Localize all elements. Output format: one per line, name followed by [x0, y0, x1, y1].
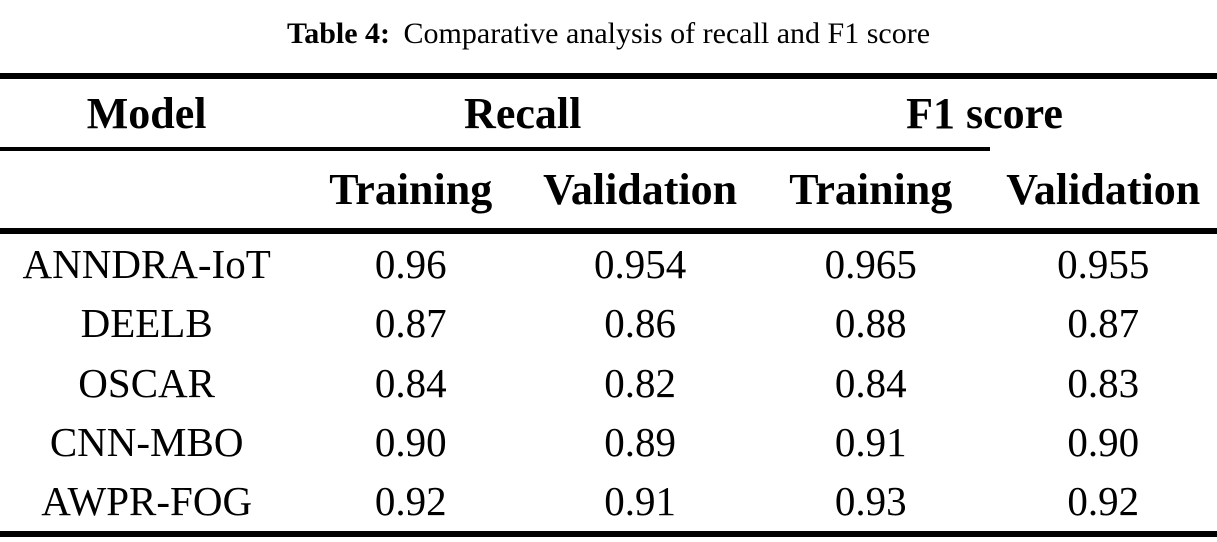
- value-cell: 0.92: [1067, 478, 1140, 525]
- model-cell: CNN-MBO: [49, 418, 244, 465]
- sub-header-recall-training: Training: [329, 165, 493, 214]
- value-cell: 0.91: [604, 478, 676, 525]
- value-cell: 0.83: [1067, 359, 1140, 406]
- value-cell: 0.88: [834, 300, 907, 347]
- value-cell: 0.90: [1067, 418, 1140, 465]
- group-header-recall: Recall: [464, 88, 582, 138]
- table-row: CNN-MBO 0.90 0.89 0.91 0.90: [0, 412, 1217, 471]
- group-header-f1-score: F1 score: [906, 88, 1063, 138]
- table-caption-text: Comparative analysis of recall and F1 sc…: [403, 17, 931, 50]
- table-sub-header-row: Training Validation Training Validation: [0, 151, 1217, 228]
- value-cell: 0.96: [374, 240, 447, 287]
- sub-header-f1-validation: Validation: [1006, 165, 1201, 214]
- table-top-rule: [0, 73, 1217, 79]
- table-partial-mid-rule: [0, 147, 991, 151]
- value-cell: 0.82: [604, 359, 676, 406]
- value-cell: 0.91: [834, 418, 907, 465]
- table-row: DEELB 0.87 0.86 0.88 0.87: [0, 293, 1217, 352]
- value-cell: 0.86: [604, 300, 676, 347]
- column-header-model: Model: [86, 88, 207, 138]
- table-bottom-rule: [0, 531, 1217, 537]
- value-cell: 0.965: [824, 240, 917, 287]
- table-caption-label: Table 4:: [286, 17, 391, 50]
- sub-header-recall-validation: Validation: [543, 165, 738, 214]
- table-row: OSCAR 0.84 0.82 0.84 0.83: [0, 353, 1217, 412]
- table-header-rule: [0, 228, 1217, 234]
- value-cell: 0.955: [1057, 240, 1150, 287]
- value-cell: 0.84: [834, 359, 907, 406]
- value-cell: 0.89: [604, 418, 676, 465]
- value-cell: 0.87: [374, 300, 447, 347]
- value-cell: 0.93: [834, 478, 907, 525]
- model-cell: AWPR-FOG: [41, 478, 253, 525]
- value-cell: 0.954: [594, 240, 687, 287]
- model-cell: ANNDRA-IoT: [22, 240, 271, 287]
- table-body: ANNDRA-IoT 0.96 0.954 0.965 0.955 DEELB …: [0, 234, 1217, 531]
- table-row: AWPR-FOG 0.92 0.91 0.93 0.92: [0, 472, 1217, 531]
- table-group-header-row: Model Recall F1 score: [0, 79, 1217, 147]
- value-cell: 0.84: [374, 359, 447, 406]
- value-cell: 0.92: [374, 478, 447, 525]
- sub-header-f1-training: Training: [789, 165, 953, 214]
- model-cell: OSCAR: [78, 359, 215, 406]
- model-cell: DEELB: [80, 300, 213, 347]
- value-cell: 0.87: [1067, 300, 1140, 347]
- value-cell: 0.90: [374, 418, 447, 465]
- table-row: ANNDRA-IoT 0.96 0.954 0.965 0.955: [0, 234, 1217, 293]
- table-caption: Table 4: Comparative analysis of recall a…: [0, 8, 1217, 60]
